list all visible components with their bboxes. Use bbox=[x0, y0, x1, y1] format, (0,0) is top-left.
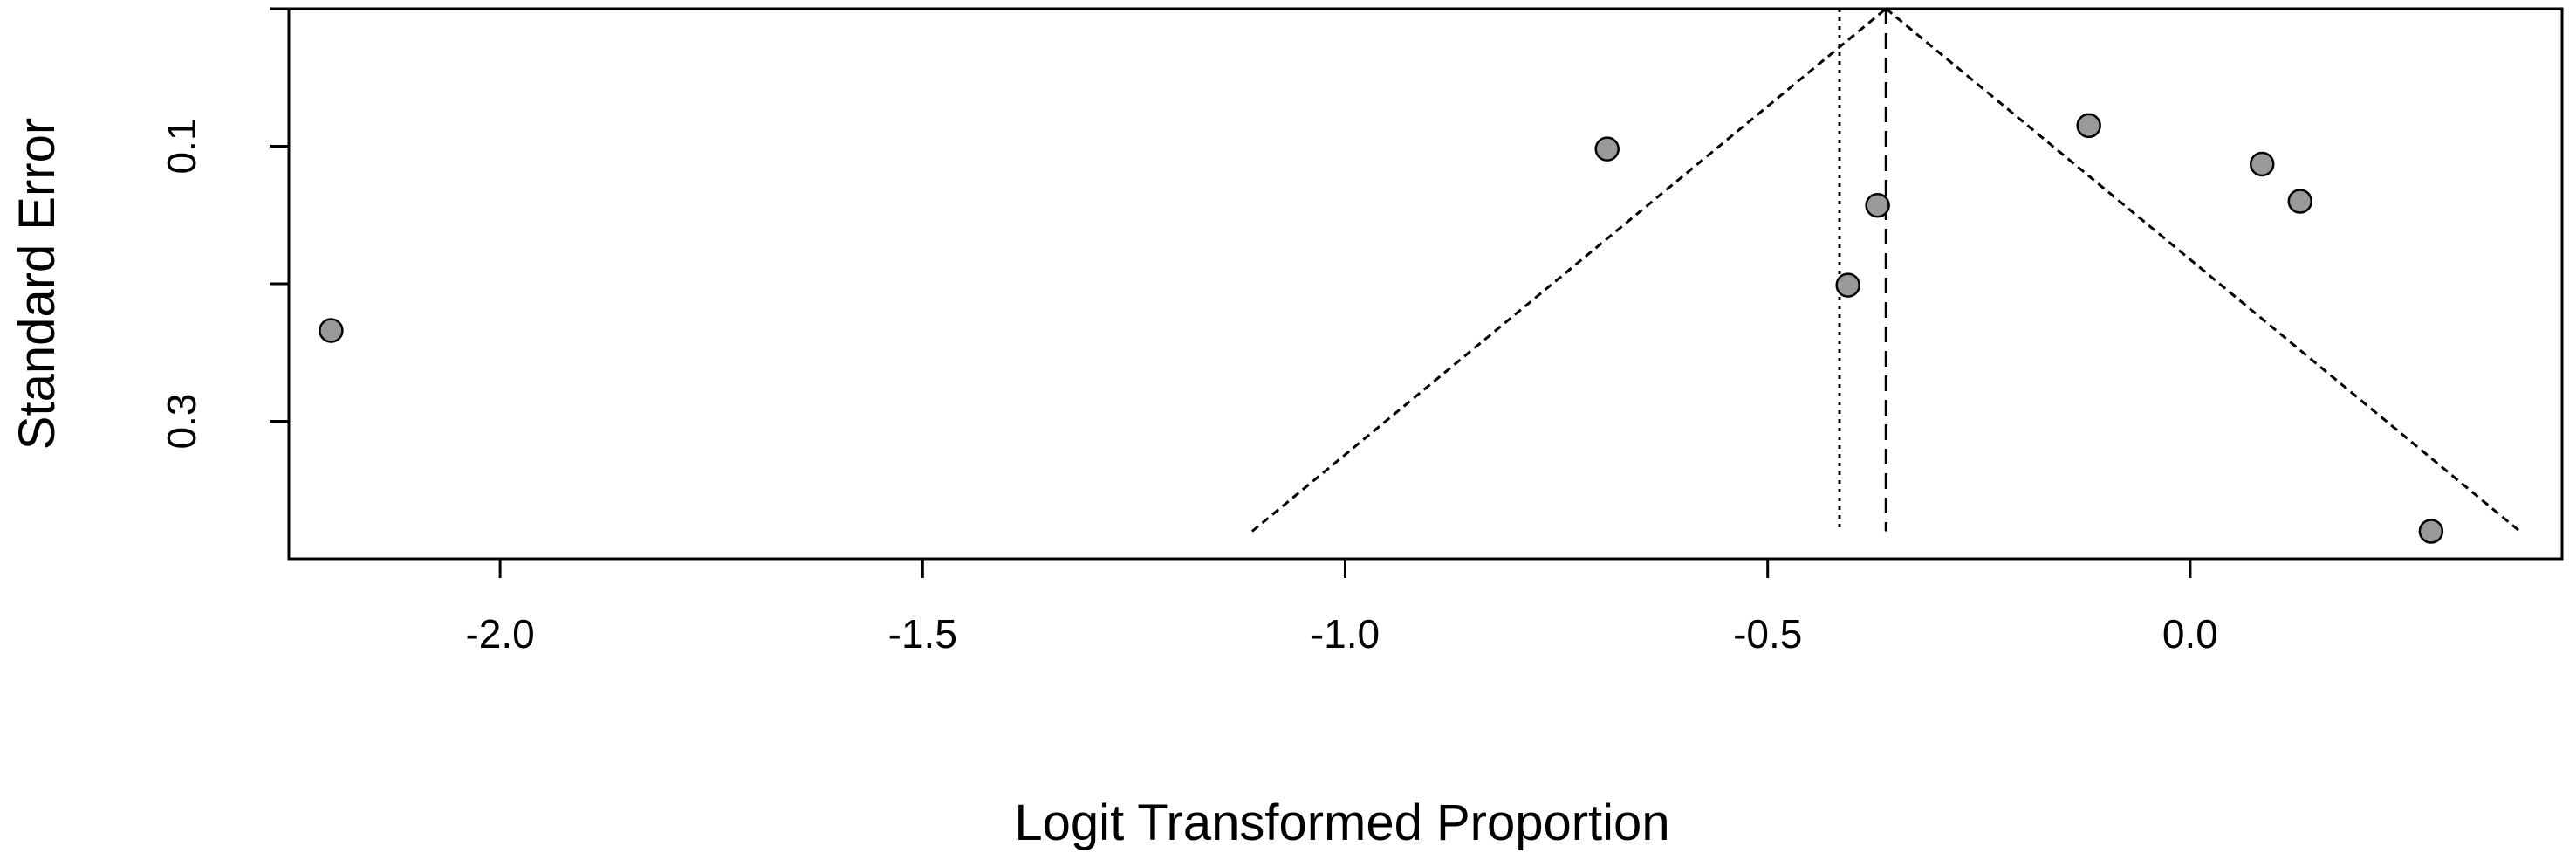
x-tick-label: -2.0 bbox=[465, 611, 534, 657]
data-point-2 bbox=[1594, 136, 1620, 162]
y-tick-label: 0.3 bbox=[159, 394, 204, 450]
data-point-4 bbox=[2249, 151, 2275, 177]
data-point-7 bbox=[1835, 272, 1860, 298]
data-point-6 bbox=[1865, 192, 1890, 218]
y-tick-label: 0.1 bbox=[159, 119, 204, 175]
x-axis-title: Logit Transformed Proportion bbox=[1014, 795, 1669, 851]
reference-lines bbox=[1838, 9, 1887, 532]
x-tick-label: -1.5 bbox=[888, 611, 957, 657]
data-point-1 bbox=[319, 318, 344, 343]
y-axis-title: Standard Error bbox=[9, 118, 65, 450]
x-tick-label: -0.5 bbox=[1733, 611, 1802, 657]
x-tick-label: -1.0 bbox=[1311, 611, 1380, 657]
data-point-5 bbox=[2287, 189, 2313, 214]
funnel-left-boundary bbox=[1251, 7, 1887, 533]
data-points bbox=[319, 113, 2444, 544]
x-tick-label: 0.0 bbox=[2162, 611, 2218, 657]
data-point-3 bbox=[2076, 113, 2101, 139]
funnel-lines bbox=[1251, 7, 2521, 533]
funnel-right-boundary bbox=[1885, 7, 2521, 533]
data-point-8 bbox=[2418, 519, 2444, 544]
x-axis: -2.0 -1.5 -1.0 -0.5 0.0 bbox=[465, 559, 2218, 657]
y-axis: 0.1 0.3 bbox=[159, 7, 289, 450]
